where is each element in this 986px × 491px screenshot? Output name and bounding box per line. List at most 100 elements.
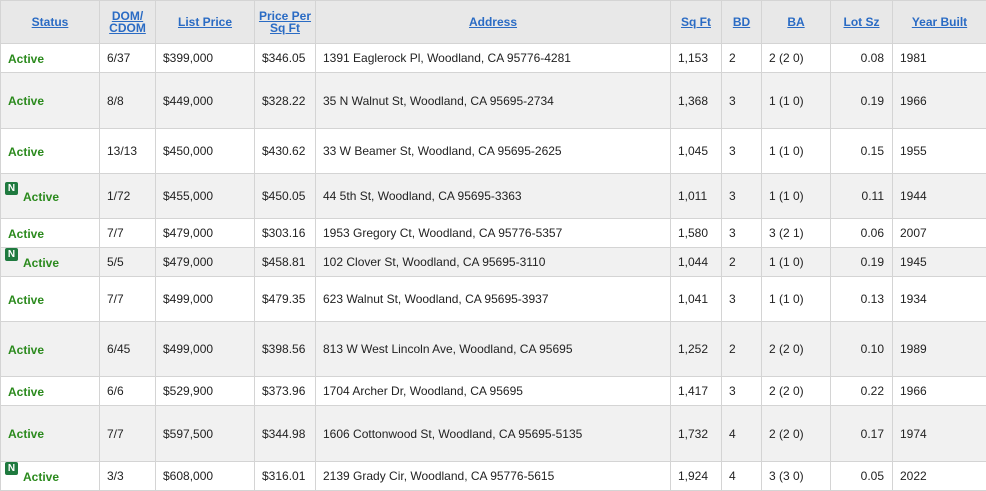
status-cell: Active [1,277,100,322]
sort-link-dom-cdom[interactable]: DOM/ CDOM [109,9,146,35]
lot-size-cell: 0.15 [831,129,893,174]
sort-link-price-per-sqft[interactable]: Price Per Sq Ft [259,9,311,35]
list-price-cell: $399,000 [156,44,255,73]
price-per-sqft-cell: $344.98 [255,406,316,462]
sort-link-list-price[interactable]: List Price [178,15,232,29]
sqft-cell: 1,041 [671,277,722,322]
price-per-sqft-cell: $479.35 [255,277,316,322]
sort-link-ba[interactable]: BA [787,15,804,29]
status-text: Active [8,144,44,158]
sort-link-status[interactable]: Status [32,15,69,29]
bathrooms-cell: 1 (1 0) [762,248,831,277]
price-per-sqft-cell: $373.96 [255,377,316,406]
lot-size-cell: 0.19 [831,73,893,129]
year-built-cell: 1989 [893,322,986,377]
lot-size-cell: 0.11 [831,174,893,219]
address-cell: 623 Walnut St, Woodland, CA 95695-3937 [316,277,671,322]
lot-size-cell: 0.13 [831,277,893,322]
sort-link-year-built[interactable]: Year Built [912,15,967,29]
price-per-sqft-cell: $316.01 [255,462,316,491]
address-cell: 1953 Gregory Ct, Woodland, CA 95776-5357 [316,219,671,248]
address-cell: 1704 Archer Dr, Woodland, CA 95695 [316,377,671,406]
status-text: Active [8,292,44,306]
lot-size-cell: 0.22 [831,377,893,406]
bathrooms-cell: 3 (3 0) [762,462,831,491]
sort-link-sqft[interactable]: Sq Ft [681,15,711,29]
dom-cdom-cell: 7/7 [100,219,156,248]
column-header-lot-size: Lot Sz [831,1,893,44]
dom-cdom-cell: 6/37 [100,44,156,73]
bedrooms-cell: 3 [722,219,762,248]
bathrooms-cell: 1 (1 0) [762,73,831,129]
status-text: Active [8,427,44,441]
lot-size-cell: 0.06 [831,219,893,248]
address-cell: 2139 Grady Cir, Woodland, CA 95776-5615 [316,462,671,491]
sqft-cell: 1,732 [671,406,722,462]
sqft-cell: 1,153 [671,44,722,73]
status-cell: Active [1,44,100,73]
status-cell: NActive [1,248,100,277]
status-cell: Active [1,219,100,248]
year-built-cell: 2022 [893,462,986,491]
address-cell: 33 W Beamer St, Woodland, CA 95695-2625 [316,129,671,174]
year-built-cell: 1974 [893,406,986,462]
dom-cdom-cell: 3/3 [100,462,156,491]
dom-cdom-cell: 1/72 [100,174,156,219]
address-cell: 102 Clover St, Woodland, CA 95695-3110 [316,248,671,277]
status-cell: Active [1,406,100,462]
sort-link-lot-size[interactable]: Lot Sz [844,15,880,29]
status-text: Active [8,226,44,240]
price-per-sqft-cell: $450.05 [255,174,316,219]
address-cell: 44 5th St, Woodland, CA 95695-3363 [316,174,671,219]
list-price-cell: $608,000 [156,462,255,491]
bathrooms-cell: 2 (2 0) [762,377,831,406]
bathrooms-cell: 1 (1 0) [762,277,831,322]
price-per-sqft-cell: $303.16 [255,219,316,248]
list-price-cell: $479,000 [156,248,255,277]
price-per-sqft-cell: $430.62 [255,129,316,174]
status-text: Active [8,51,44,65]
header-row: Status DOM/ CDOM List Price Price Per Sq Ft… [1,1,986,44]
bedrooms-cell: 2 [722,322,762,377]
column-header-status: Status [1,1,100,44]
sqft-cell: 1,368 [671,73,722,129]
bathrooms-cell: 1 (1 0) [762,174,831,219]
sqft-cell: 1,252 [671,322,722,377]
sort-link-bd[interactable]: BD [733,15,750,29]
column-header-year-built: Year Built [893,1,986,44]
lot-size-cell: 0.05 [831,462,893,491]
dom-cdom-cell: 7/7 [100,406,156,462]
bedrooms-cell: 4 [722,406,762,462]
bedrooms-cell: 3 [722,377,762,406]
sqft-cell: 1,417 [671,377,722,406]
bedrooms-cell: 3 [722,174,762,219]
new-listing-badge-icon: N [5,248,18,261]
year-built-cell: 1981 [893,44,986,73]
status-cell: Active [1,129,100,174]
year-built-cell: 1934 [893,277,986,322]
dom-cdom-cell: 6/6 [100,377,156,406]
column-header-price-per-sqft: Price Per Sq Ft [255,1,316,44]
bedrooms-cell: 3 [722,129,762,174]
new-listing-badge-icon: N [5,182,18,195]
status-text: Active [23,189,59,203]
dom-cdom-cell: 8/8 [100,73,156,129]
lot-size-cell: 0.17 [831,406,893,462]
bathrooms-cell: 3 (2 1) [762,219,831,248]
bathrooms-cell: 2 (2 0) [762,322,831,377]
sort-link-address[interactable]: Address [469,15,517,29]
status-cell: NActive [1,462,100,491]
